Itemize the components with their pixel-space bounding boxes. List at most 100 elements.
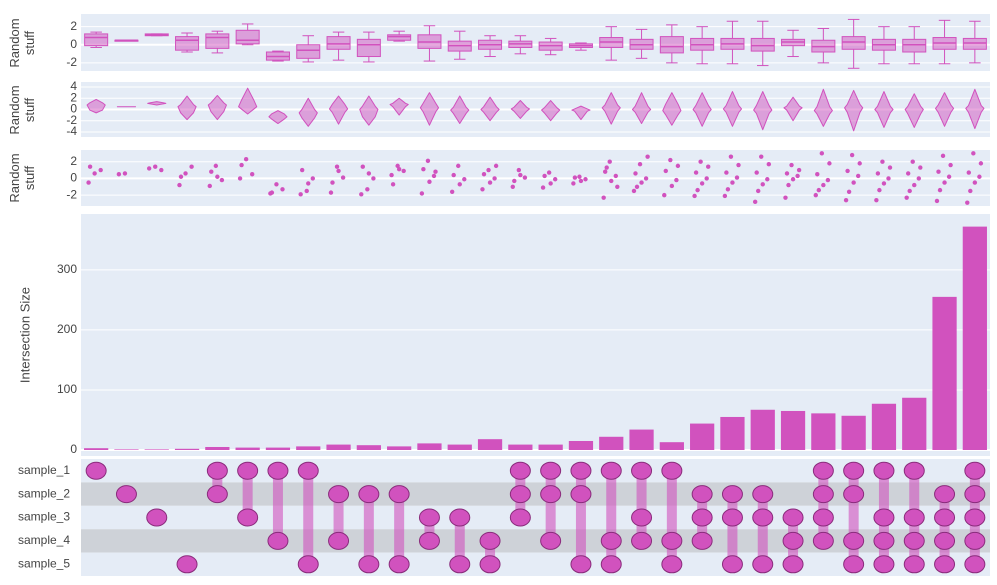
member-dot — [570, 485, 592, 504]
violin — [813, 88, 833, 127]
strip-point — [516, 167, 522, 173]
violin — [177, 95, 197, 121]
member-dot — [631, 461, 653, 480]
violin — [692, 92, 712, 127]
strip-point — [816, 187, 822, 193]
violin — [662, 92, 682, 126]
y-tick-label: -2 — [66, 187, 77, 201]
strip-point — [306, 181, 311, 186]
strip-point — [887, 165, 893, 170]
bar — [174, 448, 200, 450]
strip-point — [542, 173, 547, 179]
strip-point — [419, 191, 425, 196]
y-tick-label: 300 — [57, 262, 77, 276]
strip-point — [328, 190, 334, 195]
strip-point — [851, 180, 856, 185]
bar — [871, 403, 897, 450]
strip-point — [789, 162, 794, 168]
strip-point — [857, 161, 862, 166]
member-dot — [782, 531, 804, 550]
strip-point — [98, 167, 103, 173]
member-dot — [782, 508, 804, 527]
bar — [114, 449, 139, 450]
strip-point — [645, 154, 650, 159]
bar — [387, 446, 412, 450]
member-dot — [540, 485, 562, 504]
strip-point — [668, 157, 673, 163]
box — [962, 37, 987, 50]
member-dot — [873, 508, 895, 527]
member-dot — [964, 531, 986, 550]
strip-point — [390, 182, 396, 187]
member-dot — [812, 508, 834, 527]
strip-point — [827, 161, 832, 166]
strip-point — [704, 176, 709, 181]
strip-point — [886, 176, 891, 181]
y-tick-label: 0 — [70, 37, 77, 51]
member-dot — [328, 485, 350, 504]
strip-point — [918, 165, 923, 170]
strip-point — [936, 169, 941, 174]
violin — [601, 92, 621, 125]
member-dot — [146, 508, 168, 527]
strip-point — [669, 183, 675, 189]
member-dot — [297, 555, 319, 574]
strip-point — [298, 192, 303, 197]
bar — [84, 448, 109, 450]
strip-point — [571, 181, 576, 186]
y-tick-label: 200 — [57, 322, 77, 336]
strip-point — [736, 162, 741, 168]
violin — [753, 91, 773, 131]
strip-point — [360, 164, 365, 169]
violin — [207, 94, 227, 121]
box — [750, 37, 775, 52]
member-dot — [752, 555, 774, 574]
bar — [417, 443, 442, 450]
box — [841, 36, 866, 50]
strip-point — [183, 171, 188, 176]
member-dot — [206, 461, 228, 480]
strip-point — [215, 174, 220, 179]
plot-background — [81, 214, 990, 456]
member-dot — [964, 485, 986, 504]
violin — [389, 97, 409, 116]
bar — [690, 423, 715, 450]
member-dot — [934, 508, 956, 527]
member-dot — [721, 485, 743, 504]
strip-point — [451, 172, 456, 178]
strip-point — [359, 192, 364, 197]
member-dot — [267, 461, 289, 480]
strip-point — [492, 176, 497, 181]
member-dot — [449, 508, 471, 527]
bar — [659, 442, 684, 450]
strip-point — [760, 182, 765, 187]
strip-point — [728, 154, 734, 159]
member-dot — [115, 485, 137, 504]
strip-point — [937, 187, 943, 193]
strip-point — [207, 183, 212, 189]
strip-point — [821, 182, 826, 188]
strip-point — [310, 176, 315, 181]
violin — [722, 91, 743, 127]
strip-point — [692, 193, 697, 199]
member-dot — [85, 461, 107, 480]
member-dot — [934, 485, 956, 504]
bar — [811, 413, 836, 450]
bar — [235, 447, 260, 450]
member-dot — [540, 531, 562, 550]
member-dot — [631, 508, 653, 527]
member-dot — [752, 485, 774, 504]
strip-point — [583, 177, 588, 182]
bar — [750, 409, 775, 450]
member-dot — [812, 485, 834, 504]
violin — [147, 101, 167, 106]
member-dot — [691, 508, 713, 527]
strip-point — [572, 175, 578, 180]
strip-point — [178, 174, 184, 179]
strip-point — [675, 163, 681, 169]
strip-point — [615, 184, 620, 189]
strip-point — [662, 192, 667, 198]
violin — [510, 100, 530, 119]
strip-point — [249, 172, 255, 177]
